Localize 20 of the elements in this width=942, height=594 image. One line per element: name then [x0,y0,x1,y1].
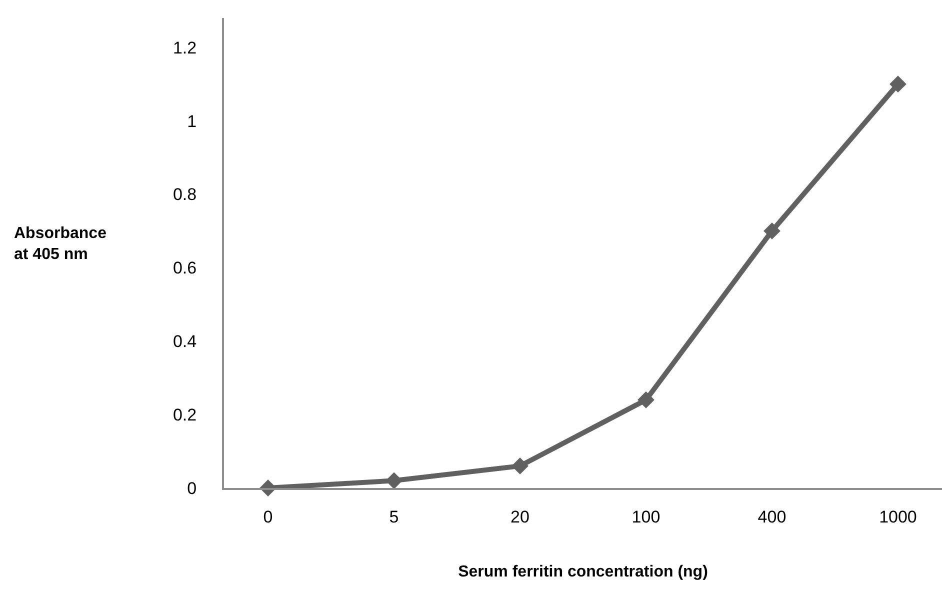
point [386,472,402,490]
y-axis-title: Absorbance at 405 nm [14,225,107,263]
x-tick-label: 0 [263,507,273,526]
y-tick-label: 1 [187,112,197,131]
x-tick-label: 1000 [879,507,917,526]
y-tick-label: 1.2 [172,38,197,58]
x-tick-label: 5 [389,507,399,526]
x-tick-label: 100 [632,507,660,526]
point [764,222,780,240]
x-tick-label: 400 [758,507,786,526]
point [638,391,654,408]
point [890,76,906,93]
x-axis-title: Serum ferritin concentration (ng) [458,564,708,581]
x-tick-label: 20 [510,507,530,526]
point [512,458,528,474]
y-tick-label: 0.8 [172,185,197,204]
y-tick-label: 0.6 [172,258,197,278]
y-tick-label: 0.4 [172,332,197,352]
y-tick-label: 0 [187,478,197,498]
y-tick-label: 0.2 [172,406,197,425]
